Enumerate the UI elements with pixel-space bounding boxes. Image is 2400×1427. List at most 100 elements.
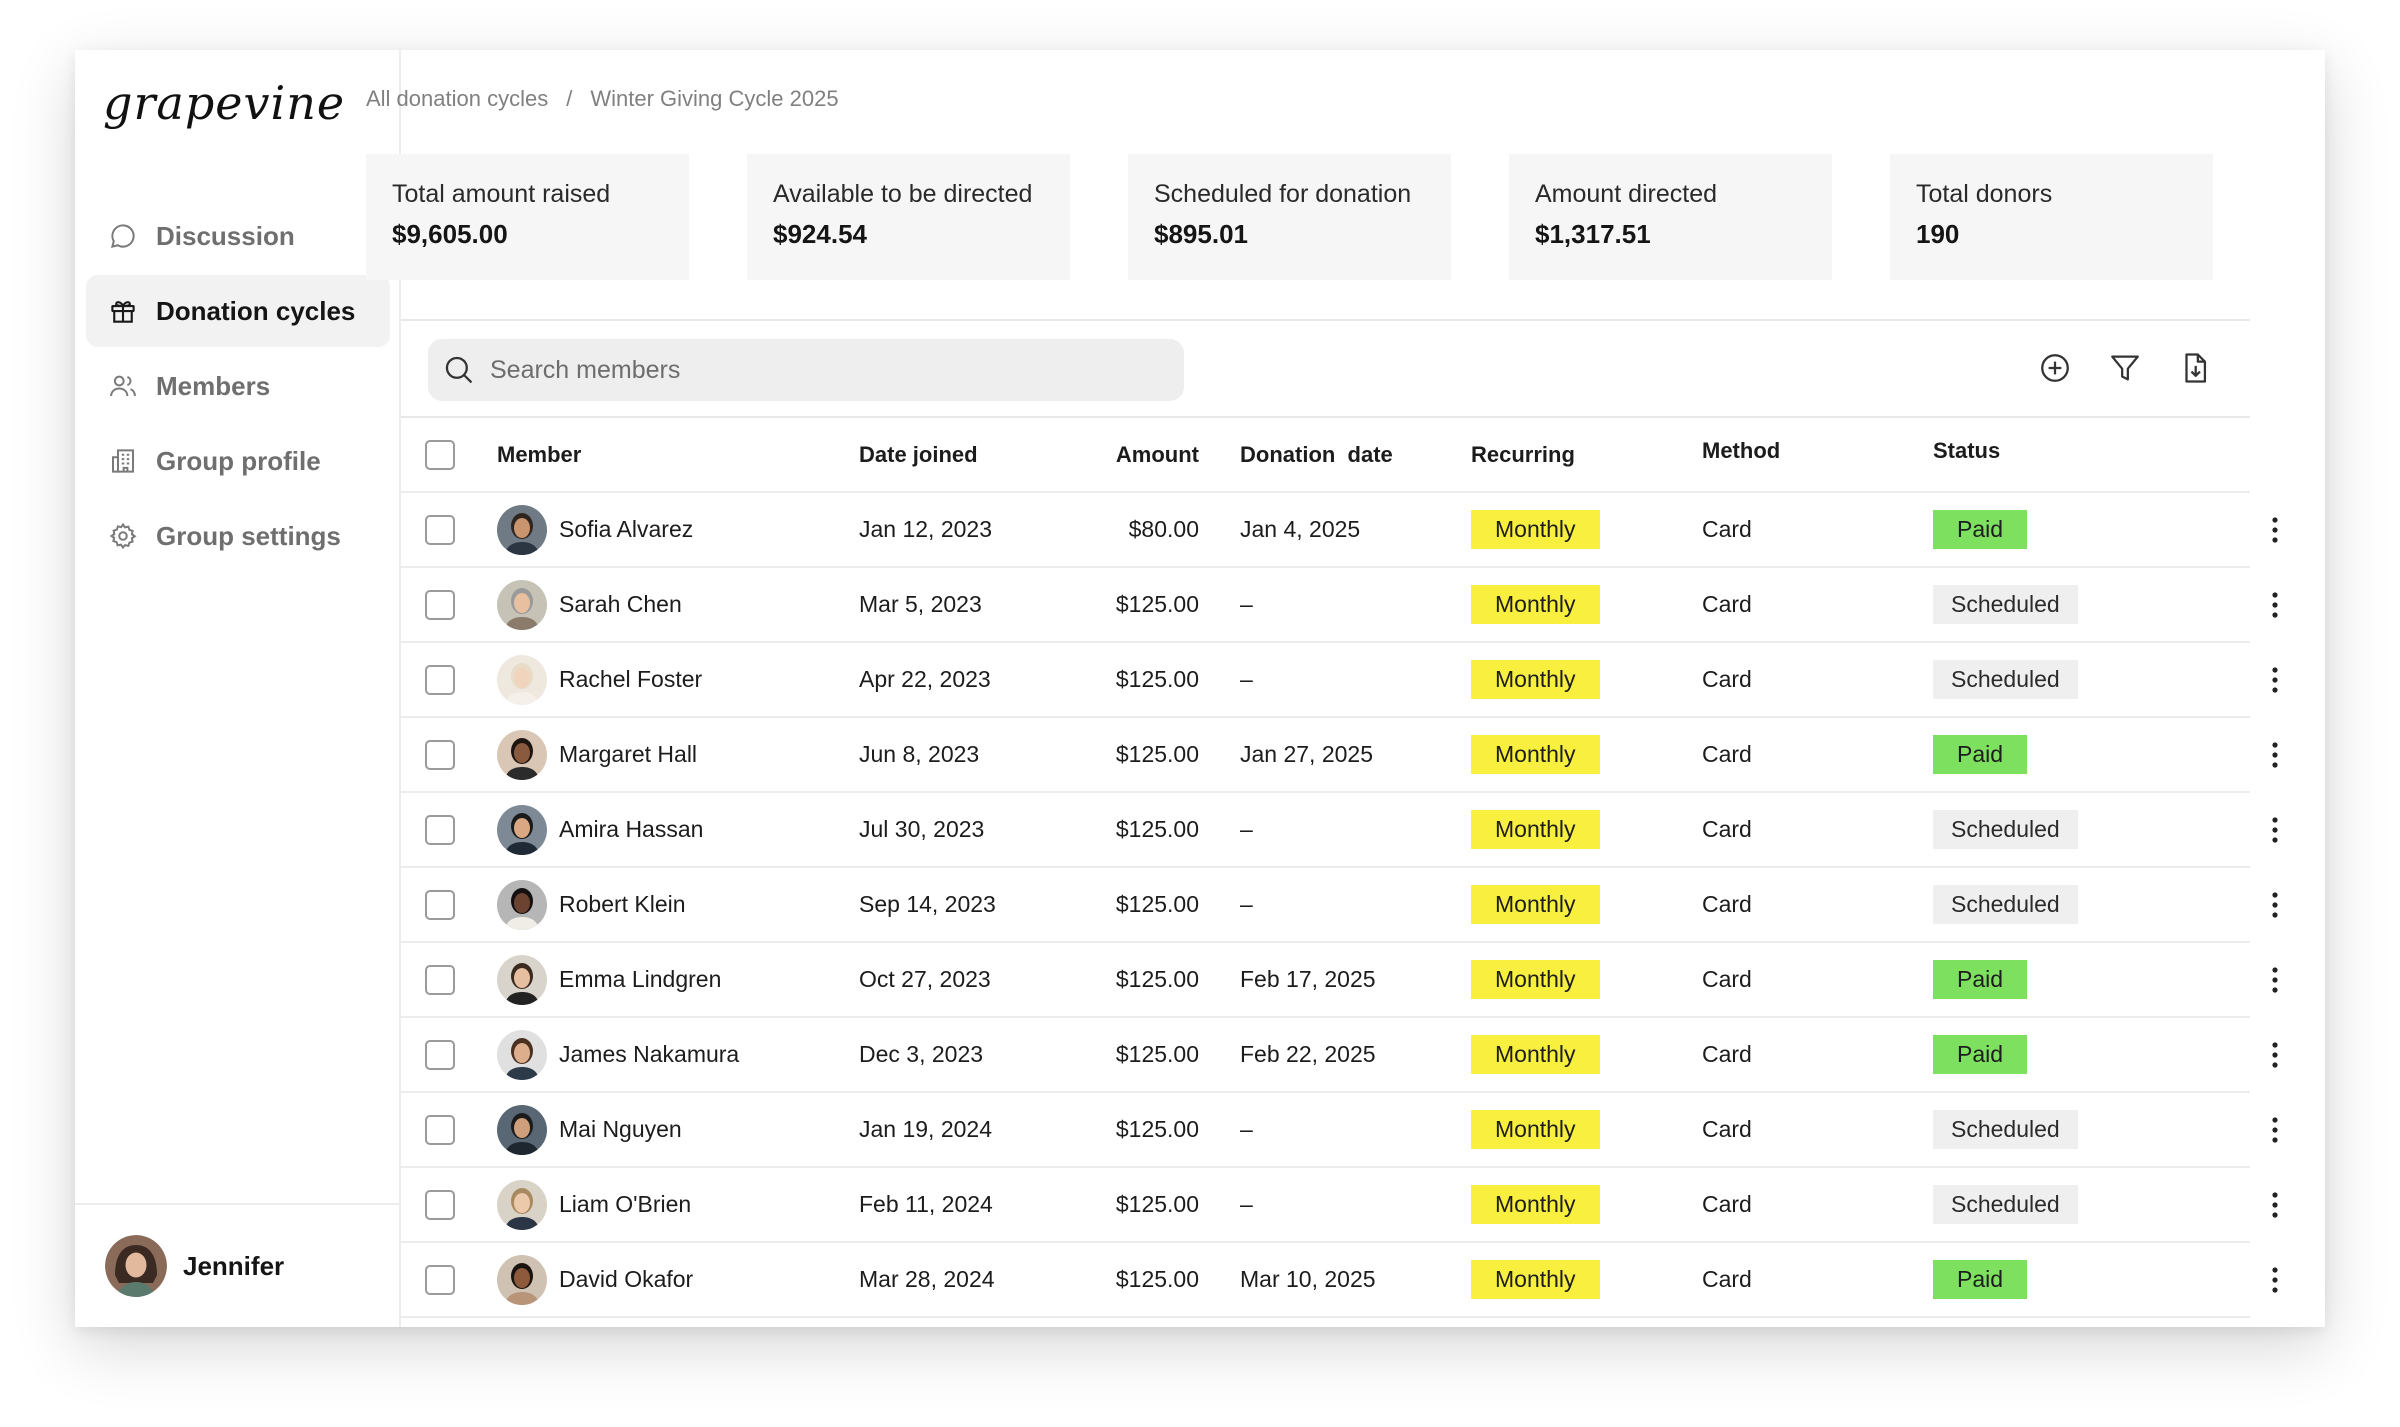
member-name[interactable]: Sofia Alvarez: [559, 516, 694, 542]
recurring-badge: Monthly: [1471, 810, 1600, 849]
column-header-recurring[interactable]: Recurring: [1471, 441, 1575, 467]
row-checkbox[interactable]: [425, 1264, 455, 1295]
amount: $125.00: [1115, 591, 1199, 617]
column-header-donation-date[interactable]: Donation date: [1240, 441, 1393, 467]
row-checkbox[interactable]: [425, 514, 455, 545]
row-checkbox[interactable]: [425, 1039, 455, 1070]
member-name[interactable]: Mai Nguyen: [559, 1116, 682, 1142]
status-badge: Scheduled: [1933, 885, 2078, 924]
search-input[interactable]: [490, 355, 1130, 385]
table-row[interactable]: Robert Klein Sep 14, 2023 $125.00 – Monthly C…: [401, 868, 2278, 943]
row-actions-button[interactable]: [2257, 718, 2293, 791]
sidebar-item-label: Group settings: [156, 520, 341, 551]
date-joined: Jan 12, 2023: [859, 516, 993, 542]
sidebar-item-group-profile[interactable]: Group profile: [86, 425, 390, 497]
row-actions-button[interactable]: [2257, 1093, 2293, 1166]
donation-date: –: [1240, 591, 1253, 617]
breadcrumb-separator: /: [566, 86, 573, 111]
table-row[interactable]: Sarah Chen Mar 5, 2023 $125.00 – Monthly Card…: [401, 568, 2278, 643]
more-vertical-icon: [2272, 1191, 2278, 1218]
member-avatar: [497, 1254, 547, 1305]
member-name[interactable]: Rachel Foster: [559, 666, 703, 692]
amount: $125.00: [1115, 1191, 1199, 1217]
row-checkbox[interactable]: [425, 814, 455, 845]
row-actions-button[interactable]: [2257, 493, 2293, 566]
row-checkbox[interactable]: [425, 739, 455, 770]
table-row[interactable]: Amira Hassan Jul 30, 2023 $125.00 – Monthly C…: [401, 793, 2278, 868]
recurring-badge: Monthly: [1471, 1035, 1600, 1074]
table-row[interactable]: Emma Lindgren Oct 27, 2023 $125.00 Feb 17, …: [401, 943, 2278, 1018]
member-avatar: [497, 579, 547, 630]
table-row[interactable]: Mai Nguyen Jan 19, 2024 $125.00 – Monthly Car…: [401, 1093, 2278, 1168]
payment-method: Card: [1702, 966, 1752, 992]
row-checkbox[interactable]: [425, 1189, 455, 1220]
row-actions-button[interactable]: [2257, 868, 2293, 941]
payment-method: Card: [1702, 516, 1752, 542]
table-row[interactable]: James Nakamura Dec 3, 2023 $125.00 Feb 22, …: [401, 1018, 2278, 1093]
member-name[interactable]: James Nakamura: [559, 1041, 740, 1067]
breadcrumb-parent-link[interactable]: All donation cycles: [366, 86, 549, 111]
status-badge: Scheduled: [1933, 585, 2078, 624]
row-checkbox[interactable]: [425, 589, 455, 620]
table-row[interactable]: David Okafor Mar 28, 2024 $125.00 Mar 10, 2…: [401, 1243, 2278, 1318]
table-row[interactable]: Margaret Hall Jun 8, 2023 $125.00 Jan 27, 2…: [401, 718, 2278, 793]
member-name[interactable]: David Okafor: [559, 1266, 694, 1292]
payment-method: Card: [1702, 741, 1752, 767]
table-row[interactable]: Liam O'Brien Feb 11, 2024 $125.00 – Monthly C…: [401, 1168, 2278, 1243]
recurring-badge: Monthly: [1471, 885, 1600, 924]
add-member-button[interactable]: [2038, 351, 2072, 385]
select-all-checkbox[interactable]: [425, 439, 455, 470]
column-header-method[interactable]: Method: [1702, 438, 1781, 463]
amount: $125.00: [1115, 1266, 1199, 1292]
row-actions-button[interactable]: [2257, 1018, 2293, 1091]
users-icon: [110, 375, 136, 397]
table-row[interactable]: Rachel Foster Apr 22, 2023 $125.00 – Monthly…: [401, 643, 2278, 718]
user-profile[interactable]: Jennifer: [75, 1203, 399, 1327]
table-row[interactable]: Sofia Alvarez Jan 12, 2023 $80.00 Jan 4, 20…: [401, 493, 2278, 568]
filter-button[interactable]: [2108, 351, 2142, 385]
recurring-badge: Monthly: [1471, 1185, 1600, 1224]
member-name[interactable]: Margaret Hall: [559, 741, 698, 767]
member-name[interactable]: Robert Klein: [559, 891, 686, 917]
more-vertical-icon: [2272, 591, 2278, 618]
gift-icon: [111, 301, 135, 323]
toolbar-actions: [2038, 351, 2212, 385]
column-header-date-joined[interactable]: Date joined: [859, 441, 978, 467]
sidebar-item-donation-cycles[interactable]: Donation cycles: [86, 275, 390, 347]
stat-value: $9,605.00: [392, 219, 508, 249]
row-actions-button[interactable]: [2257, 1243, 2293, 1316]
row-actions-button[interactable]: [2257, 793, 2293, 866]
row-actions-button[interactable]: [2257, 643, 2293, 716]
row-checkbox[interactable]: [425, 664, 455, 695]
member-name[interactable]: Sarah Chen: [559, 591, 682, 617]
member-name[interactable]: Liam O'Brien: [559, 1191, 692, 1217]
payment-method: Card: [1702, 1041, 1752, 1067]
sidebar-item-members[interactable]: Members: [86, 350, 390, 422]
export-button[interactable]: [2178, 351, 2212, 385]
app-logo[interactable]: grapevine: [103, 76, 346, 130]
row-checkbox[interactable]: [425, 889, 455, 920]
sidebar-nav: Discussion Donation cycles Members Group…: [86, 200, 390, 575]
member-name[interactable]: Amira Hassan: [559, 816, 704, 842]
payment-method: Card: [1702, 591, 1752, 617]
sidebar-item-discussion[interactable]: Discussion: [86, 200, 390, 272]
sidebar-item-group-settings[interactable]: Group settings: [86, 500, 390, 572]
row-actions-button[interactable]: [2257, 943, 2293, 1016]
column-header-member[interactable]: Member: [497, 441, 582, 467]
donation-date: –: [1240, 816, 1253, 842]
row-actions-button[interactable]: [2257, 568, 2293, 641]
member-name[interactable]: Emma Lindgren: [559, 966, 722, 992]
amount: $125.00: [1115, 1041, 1199, 1067]
stat-value: $924.54: [773, 219, 867, 249]
member-avatar: [497, 504, 547, 555]
column-header-status[interactable]: Status: [1933, 438, 2001, 463]
status-badge: Paid: [1933, 510, 2028, 549]
donation-date: Feb 22, 2025: [1240, 1041, 1376, 1067]
row-checkbox[interactable]: [425, 1114, 455, 1145]
row-actions-button[interactable]: [2257, 1168, 2293, 1241]
search-icon: [445, 356, 473, 384]
donation-date: –: [1240, 891, 1253, 917]
row-checkbox[interactable]: [425, 964, 455, 995]
more-vertical-icon: [2272, 666, 2278, 693]
column-header-amount[interactable]: Amount: [1115, 441, 1199, 467]
